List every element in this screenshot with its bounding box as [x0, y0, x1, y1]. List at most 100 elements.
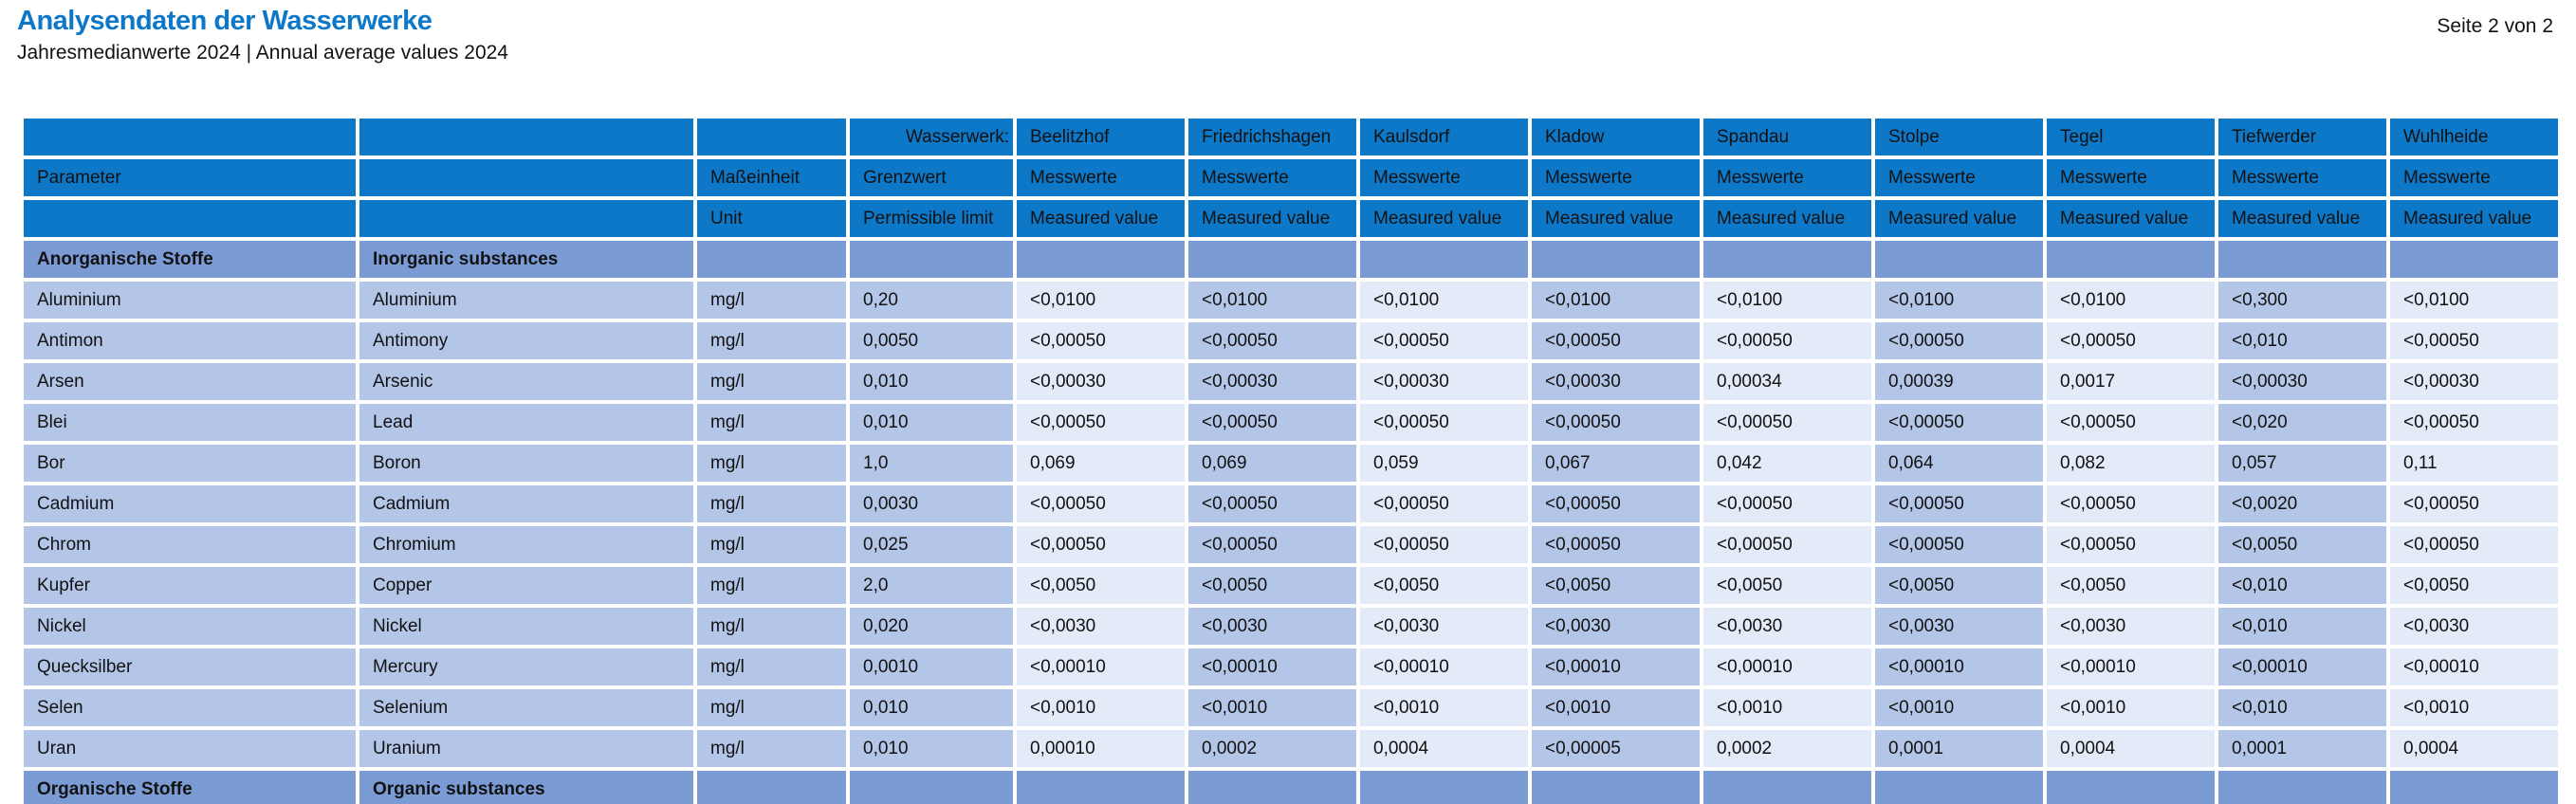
header-spacer	[24, 119, 356, 155]
value-cell: <0,00010	[1188, 649, 1356, 685]
value-cell: <0,00050	[1703, 526, 1871, 563]
value-cell: <0,00050	[2390, 526, 2558, 563]
value-cell: <0,0020	[2218, 485, 2386, 522]
table-row: Organische Stoffe Organic substances	[24, 771, 2558, 804]
parameter-name-en: Antimony	[359, 322, 693, 359]
table-row: Quecksilber Mercury mg/l 0,0010 <0,00010 <0,0…	[24, 649, 2558, 685]
column-header-values-en: Measured value	[1703, 200, 1871, 237]
table-row: Unit Permissible limit Measured value Measu…	[24, 200, 2558, 237]
column-header-values-de: Messwerte	[1017, 159, 1185, 196]
section-spacer	[1017, 241, 1185, 278]
column-header-values-en: Measured value	[1360, 200, 1528, 237]
value-cell: <0,00030	[2390, 363, 2558, 400]
parameter-name-en: Aluminium	[359, 282, 693, 319]
parameter-name-de: Uran	[24, 730, 356, 767]
limit-cell: 0,20	[850, 282, 1013, 319]
value-cell: <0,00050	[2047, 485, 2215, 522]
parameter-name-en: Uranium	[359, 730, 693, 767]
section-title-de: Organische Stoffe	[24, 771, 356, 804]
parameter-name-de: Arsen	[24, 363, 356, 400]
limit-cell: 0,0010	[850, 649, 1013, 685]
column-header-values-en: Measured value	[2390, 200, 2558, 237]
unit-cell: mg/l	[697, 567, 846, 604]
value-cell: 0,00034	[1703, 363, 1871, 400]
limit-cell: 1,0	[850, 445, 1013, 482]
value-cell: 0,00039	[1875, 363, 2043, 400]
section-spacer	[2047, 771, 2215, 804]
table-row: Arsen Arsenic mg/l 0,010 <0,00030 <0,00030 <0,…	[24, 363, 2558, 400]
parameter-name-de: Blei	[24, 404, 356, 441]
parameter-name-en: Copper	[359, 567, 693, 604]
value-cell: <0,00050	[1875, 485, 2043, 522]
parameter-name-de: Chrom	[24, 526, 356, 563]
section-spacer	[1017, 771, 1185, 804]
waterworks-label: Wasserwerk:	[850, 119, 1013, 155]
page-number: Seite 2 von 2	[2437, 15, 2553, 37]
unit-cell: mg/l	[697, 689, 846, 726]
column-header-values-en: Measured value	[1875, 200, 2043, 237]
value-cell: <0,00050	[2047, 322, 2215, 359]
value-cell: <0,00050	[2390, 485, 2558, 522]
column-header-limit-en: Permissible limit	[850, 200, 1013, 237]
header-spacer	[697, 119, 846, 155]
parameter-name-de: Aluminium	[24, 282, 356, 319]
parameter-name-de: Quecksilber	[24, 649, 356, 685]
value-cell: <0,00030	[2218, 363, 2386, 400]
unit-cell: mg/l	[697, 404, 846, 441]
value-cell: <0,00050	[1360, 404, 1528, 441]
value-cell: <0,00010	[2218, 649, 2386, 685]
unit-cell: mg/l	[697, 445, 846, 482]
limit-cell: 0,010	[850, 730, 1013, 767]
table-row: Cadmium Cadmium mg/l 0,0030 <0,00050 <0,00050…	[24, 485, 2558, 522]
column-header-waterwork: Wuhlheide	[2390, 119, 2558, 155]
parameter-name-de: Selen	[24, 689, 356, 726]
parameter-name-en: Cadmium	[359, 485, 693, 522]
value-cell: <0,0010	[2047, 689, 2215, 726]
parameter-name-en: Selenium	[359, 689, 693, 726]
unit-cell: mg/l	[697, 322, 846, 359]
value-cell: <0,0010	[1188, 689, 1356, 726]
section-spacer	[1360, 771, 1528, 804]
section-spacer	[2390, 771, 2558, 804]
value-cell: 0,0001	[1875, 730, 2043, 767]
column-header-waterwork: Friedrichshagen	[1188, 119, 1356, 155]
value-cell: <0,00050	[1360, 526, 1528, 563]
unit-cell: mg/l	[697, 363, 846, 400]
header-spacer	[24, 200, 356, 237]
value-cell: <0,0010	[1532, 689, 1700, 726]
value-cell: 0,0004	[1360, 730, 1528, 767]
value-cell: 0,059	[1360, 445, 1528, 482]
value-cell: 0,0004	[2047, 730, 2215, 767]
value-cell: 0,11	[2390, 445, 2558, 482]
value-cell: <0,00005	[1532, 730, 1700, 767]
value-cell: <0,00050	[1532, 526, 1700, 563]
value-cell: <0,0050	[2047, 567, 2215, 604]
value-cell: <0,00030	[1017, 363, 1185, 400]
unit-cell: mg/l	[697, 485, 846, 522]
parameter-name-de: Cadmium	[24, 485, 356, 522]
parameter-name-en: Lead	[359, 404, 693, 441]
value-cell: <0,0030	[1875, 608, 2043, 645]
parameter-name-en: Boron	[359, 445, 693, 482]
value-cell: 0,0004	[2390, 730, 2558, 767]
value-cell: <0,00030	[1360, 363, 1528, 400]
value-cell: <0,0100	[1188, 282, 1356, 319]
column-header-unit-de: Maßeinheit	[697, 159, 846, 196]
value-cell: <0,0010	[1017, 689, 1185, 726]
column-header-parameter: Parameter	[24, 159, 356, 196]
column-header-values-de: Messwerte	[1703, 159, 1871, 196]
value-cell: <0,300	[2218, 282, 2386, 319]
parameter-name-de: Kupfer	[24, 567, 356, 604]
table-row: Wasserwerk: Beelitzhof Friedrichshagen Kaul…	[24, 119, 2558, 155]
value-cell: <0,0030	[2047, 608, 2215, 645]
value-cell: <0,00050	[1360, 485, 1528, 522]
table-row: Antimon Antimony mg/l 0,0050 <0,00050 <0,0005…	[24, 322, 2558, 359]
column-header-values-en: Measured value	[1532, 200, 1700, 237]
column-header-waterwork: Kladow	[1532, 119, 1700, 155]
section-spacer	[2390, 241, 2558, 278]
value-cell: 0,082	[2047, 445, 2215, 482]
unit-cell: mg/l	[697, 526, 846, 563]
value-cell: <0,00010	[1875, 649, 2043, 685]
column-header-values-de: Messwerte	[1360, 159, 1528, 196]
